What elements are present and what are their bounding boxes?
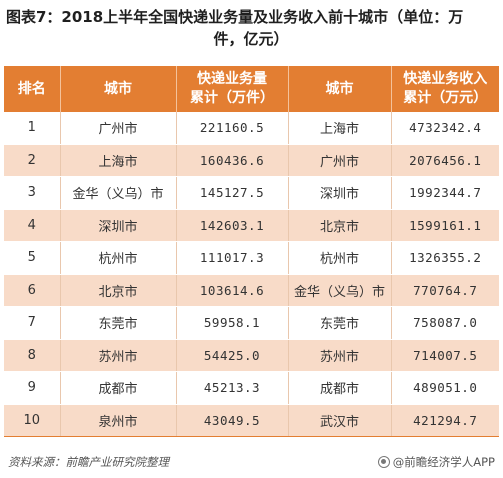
revenue-city-cell: 广州市: [288, 144, 392, 177]
figure-title: 图表7：2018上半年全国快递业务量及业务收入前十城市（单位：万 件，亿元）: [6, 6, 496, 50]
revenue-cell: 489051.0: [391, 371, 499, 405]
rank-cell: 1: [4, 112, 61, 145]
header-volume-line1: 快递业务量: [197, 71, 267, 87]
volume-city-cell: 苏州市: [60, 339, 177, 372]
volume-city-cell: 北京市: [60, 274, 177, 307]
header-rank: 排名: [4, 66, 61, 112]
revenue-city-cell: 武汉市: [288, 404, 392, 437]
volume-cell: 160436.6: [176, 144, 289, 177]
volume-city-cell: 成都市: [60, 371, 177, 405]
rank-cell: 7: [4, 306, 61, 340]
volume-cell: 59958.1: [176, 306, 289, 340]
rank-cell: 5: [4, 241, 61, 275]
revenue-city-cell: 成都市: [288, 371, 392, 405]
rank-cell: 2: [4, 144, 61, 177]
table-row: 2 上海市 160436.6 广州市 2076456.1: [4, 144, 499, 177]
rank-cell: 4: [4, 209, 61, 242]
brand-credit-text: @前瞻经济学人APP: [392, 455, 495, 469]
revenue-cell: 4732342.4: [391, 112, 499, 145]
header-volume-line2: 累计（万件）: [190, 90, 274, 106]
volume-city-cell: 杭州市: [60, 241, 177, 275]
table-row: 8 苏州市 54425.0 苏州市 714007.5: [4, 339, 499, 372]
rank-cell: 8: [4, 339, 61, 372]
revenue-city-cell: 杭州市: [288, 241, 392, 275]
city-ranking-table: 排名 城市 快递业务量 累计（万件） 城市 快递业务收入 累计（万元） 1 广州…: [4, 66, 499, 437]
volume-cell: 145127.5: [176, 176, 289, 210]
volume-cell: 45213.3: [176, 371, 289, 405]
volume-cell: 111017.3: [176, 241, 289, 275]
brand-credit: @前瞻经济学人APP: [377, 454, 495, 470]
volume-city-cell: 广州市: [60, 112, 177, 145]
volume-city-cell: 东莞市: [60, 306, 177, 340]
revenue-city-cell: 深圳市: [288, 176, 392, 210]
table-row: 3 金华（义乌）市 145127.5 深圳市 1992344.7: [4, 176, 499, 210]
revenue-cell: 1992344.7: [391, 176, 499, 210]
header-city-revenue: 城市: [288, 66, 392, 112]
table-row: 10 泉州市 43049.5 武汉市 421294.7: [4, 404, 499, 437]
header-revenue-line1: 快递业务收入: [403, 71, 488, 87]
table-row: 6 北京市 103614.6 金华（义乌）市 770764.7: [4, 274, 499, 307]
figure-footer: 资料来源：前瞻产业研究院整理 @前瞻经济学人APP: [4, 452, 499, 472]
table-row: 1 广州市 221160.5 上海市 4732342.4: [4, 112, 499, 145]
volume-city-cell: 金华（义乌）市: [60, 176, 177, 210]
figure-title-line2: 件，亿元）: [213, 30, 289, 48]
rank-cell: 9: [4, 371, 61, 405]
rank-cell: 10: [4, 404, 61, 437]
table-row: 7 东莞市 59958.1 东莞市 758087.0: [4, 306, 499, 340]
revenue-cell: 1326355.2: [391, 241, 499, 275]
qianzhan-logo-icon: [377, 456, 390, 468]
volume-cell: 142603.1: [176, 209, 289, 242]
header-volume: 快递业务量 累计（万件）: [176, 66, 289, 112]
rank-cell: 3: [4, 176, 61, 210]
volume-cell: 221160.5: [176, 112, 289, 145]
revenue-city-cell: 上海市: [288, 112, 392, 145]
header-revenue: 快递业务收入 累计（万元）: [391, 66, 499, 112]
header-revenue-line2: 累计（万元）: [403, 90, 488, 106]
revenue-cell: 421294.7: [391, 404, 499, 437]
volume-cell: 43049.5: [176, 404, 289, 437]
revenue-city-cell: 苏州市: [288, 339, 392, 372]
volume-cell: 54425.0: [176, 339, 289, 372]
table-row: 9 成都市 45213.3 成都市 489051.0: [4, 371, 499, 405]
revenue-cell: 2076456.1: [391, 144, 499, 177]
volume-cell: 103614.6: [176, 274, 289, 307]
table-header-row: 排名 城市 快递业务量 累计（万件） 城市 快递业务收入 累计（万元）: [4, 66, 499, 112]
revenue-cell: 770764.7: [391, 274, 499, 307]
revenue-cell: 1599161.1: [391, 209, 499, 242]
figure-title-line1: 图表7：2018上半年全国快递业务量及业务收入前十城市（单位：万: [6, 8, 464, 26]
volume-city-cell: 上海市: [60, 144, 177, 177]
revenue-city-cell: 东莞市: [288, 306, 392, 340]
source-note: 资料来源：前瞻产业研究院整理: [8, 455, 169, 469]
revenue-city-cell: 北京市: [288, 209, 392, 242]
table-row: 4 深圳市 142603.1 北京市 1599161.1: [4, 209, 499, 242]
rank-cell: 6: [4, 274, 61, 307]
table-row: 5 杭州市 111017.3 杭州市 1326355.2: [4, 241, 499, 275]
revenue-cell: 758087.0: [391, 306, 499, 340]
volume-city-cell: 泉州市: [60, 404, 177, 437]
header-city-volume: 城市: [60, 66, 177, 112]
revenue-city-cell: 金华（义乌）市: [288, 274, 392, 307]
revenue-cell: 714007.5: [391, 339, 499, 372]
volume-city-cell: 深圳市: [60, 209, 177, 242]
